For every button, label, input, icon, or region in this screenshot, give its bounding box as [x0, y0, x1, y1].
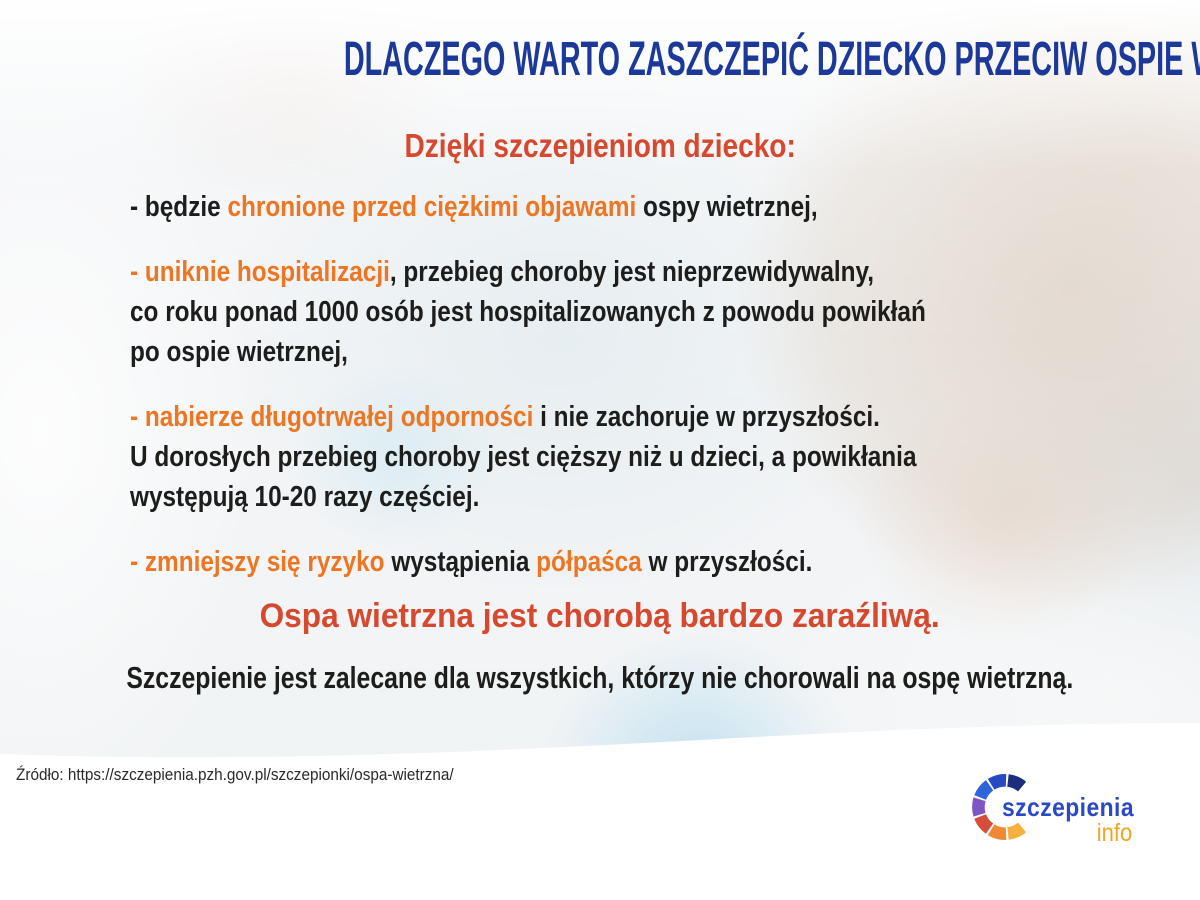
subtitle: Dzięki szczepieniom dziecko: [0, 127, 1200, 165]
bullet-text-segment: ospy wietrznej, [636, 191, 818, 223]
bullet-list: - będzie chronione przed ciężkimi objawa… [130, 187, 1020, 607]
statement-contagious: Ospa wietrzna jest chorobą bardzo zaraźl… [0, 597, 1200, 636]
bullet-text-segment: w przyszłości. [641, 546, 813, 578]
page-title: DLACZEGO WARTO ZASZCZEPIĆ DZIECKO PRZECI… [0, 34, 1200, 86]
bullet-line: - będzie chronione przed ciężkimi objawa… [130, 187, 1020, 227]
bullet-item: - będzie chronione przed ciężkimi objawa… [130, 187, 1020, 227]
statement-recommended: Szczepienie jest zalecane dla wszystkich… [0, 660, 1200, 696]
bullet-line: - nabierze długotrwałej odporności i nie… [130, 397, 1020, 437]
bullet-highlight-segment: - nabierze długotrwałej odporności [130, 401, 534, 433]
bullet-text-segment: U dorosłych przebieg choroby jest cięższ… [130, 441, 917, 473]
source-line: Źródło: https://szczepienia.pzh.gov.pl/s… [16, 765, 454, 784]
statement-recommended-text: Szczepienie jest zalecane dla wszystkich… [126, 660, 1074, 695]
bullet-text-segment: występują 10-20 razy częściej. [130, 481, 480, 513]
bullet-highlight-segment: - zmniejszy się ryzyko [130, 546, 385, 578]
bullet-line: U dorosłych przebieg choroby jest cięższ… [130, 437, 1020, 477]
bullet-text-segment: wystąpienia [384, 546, 537, 578]
bullet-line: - uniknie hospitalizacji, przebieg choro… [130, 252, 1020, 292]
bullet-text-segment: - będzie [130, 191, 228, 223]
bullet-item: - nabierze długotrwałej odporności i nie… [130, 397, 1020, 517]
bullet-highlight-segment: półpaśca [536, 546, 642, 578]
logo-info-label: info [1096, 819, 1133, 847]
logo-name-label: szczepienia [1002, 792, 1135, 822]
bullet-line: co roku ponad 1000 osób jest hospitalizo… [130, 292, 1020, 332]
page-title-text: DLACZEGO WARTO ZASZCZEPIĆ DZIECKO PRZECI… [343, 33, 1200, 86]
bullet-line: występują 10-20 razy częściej. [130, 477, 1020, 517]
bullet-text-segment: i nie zachoruje w przyszłości. [533, 401, 880, 433]
logo-ring-icon [972, 774, 1027, 840]
bullet-line: - zmniejszy się ryzyko wystąpienia półpa… [130, 542, 1020, 582]
bullet-item: - zmniejszy się ryzyko wystąpienia półpa… [130, 542, 1020, 582]
bullet-text-segment: , przebieg choroby jest nieprzewidywalny… [389, 256, 875, 288]
bullet-highlight-segment: chronione przed ciężkimi objawami [227, 191, 637, 223]
subtitle-text: Dzięki szczepieniom dziecko: [404, 127, 796, 164]
logo-wordmark: szczepienia info [1002, 794, 1134, 846]
bullet-text-segment: po ospie wietrznej, [130, 336, 348, 368]
bullet-item: - uniknie hospitalizacji, przebieg choro… [130, 252, 1020, 372]
statement-contagious-text: Ospa wietrzna jest chorobą bardzo zaraźl… [259, 597, 941, 635]
bullet-highlight-segment: - uniknie hospitalizacji [130, 256, 390, 288]
szczepienia-info-logo: szczepienia info [968, 768, 1153, 863]
bullet-line: po ospie wietrznej, [130, 332, 1020, 372]
bullet-text-segment: co roku ponad 1000 osób jest hospitalizo… [130, 296, 926, 328]
